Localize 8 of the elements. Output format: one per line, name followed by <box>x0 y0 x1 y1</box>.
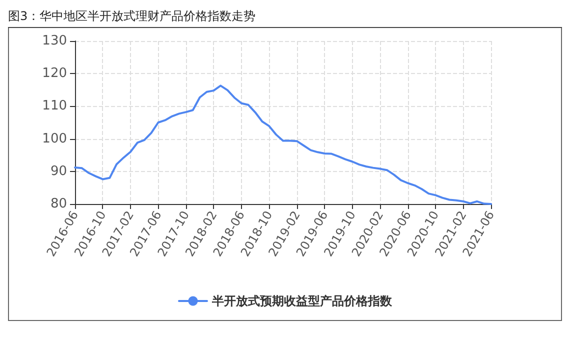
y-tick-label: 100 <box>42 131 67 146</box>
y-tick-label: 80 <box>50 196 67 212</box>
y-tick-label: 130 <box>42 34 67 48</box>
chart-title: 图3：华中地区半开放式理财产品价格指数走势 <box>8 8 562 28</box>
y-tick-label: 90 <box>50 164 67 179</box>
y-tick-label: 120 <box>42 66 67 82</box>
y-tick-label: 110 <box>42 98 67 114</box>
legend-label: 半开放式预期收益型产品价格指数 <box>211 294 393 308</box>
